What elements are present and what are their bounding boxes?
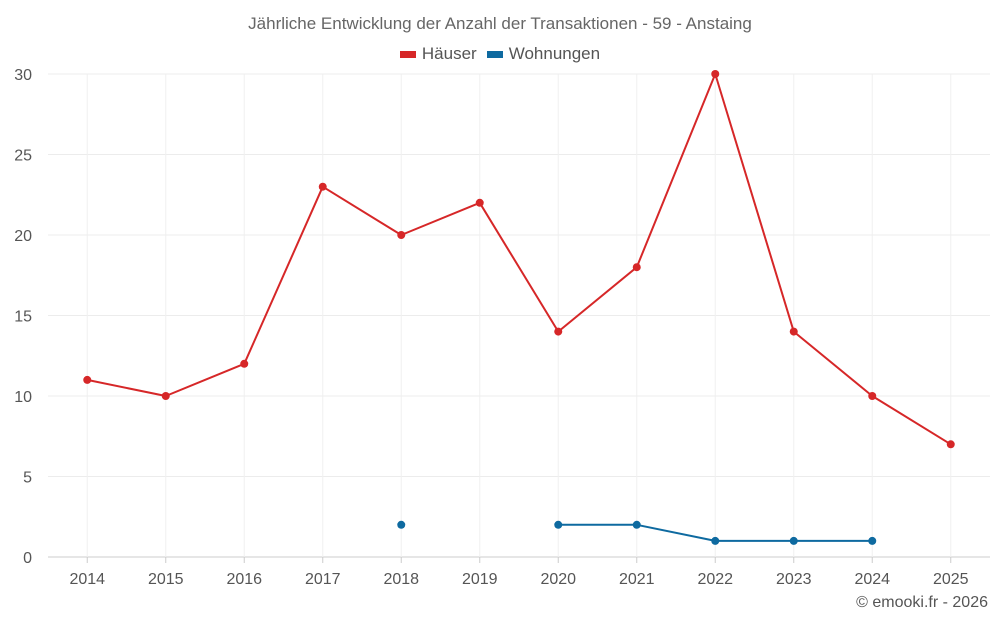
data-point-haeuser [475, 198, 484, 207]
data-point-haeuser [397, 231, 406, 239]
data-point-wohnungen [554, 520, 563, 529]
data-point-haeuser [161, 392, 170, 400]
data-point-haeuser [632, 263, 641, 272]
legend-label-wohnungen: Wohnungen [508, 44, 601, 63]
x-tick-label: 2017 [305, 571, 341, 588]
chart-title: Jährliche Entwicklung der Anzahl der Tra… [248, 14, 752, 33]
data-point-haeuser [240, 359, 249, 368]
data-point-haeuser [868, 392, 877, 400]
data-point-haeuser [946, 440, 955, 449]
data-point-haeuser [554, 327, 563, 336]
x-tick-label: 2016 [226, 571, 262, 588]
y-tick-label: 5 [23, 470, 32, 487]
data-point-haeuser [83, 375, 92, 384]
y-tick-label: 20 [14, 228, 32, 245]
legend: Häuser Wohnungen [0, 44, 1000, 64]
y-tick-label: 15 [14, 309, 32, 326]
legend-swatch-haeuser [399, 50, 416, 58]
data-point-haeuser [318, 182, 327, 191]
data-point-wohnungen [397, 520, 406, 529]
footer-credit: © emooki.fr - 2026 [856, 594, 988, 611]
legend-item-wohnungen[interactable]: Wohnungen [486, 44, 601, 64]
x-tick-label: 2019 [462, 571, 498, 588]
x-tick-label: 2021 [619, 571, 655, 588]
y-tick-label: 30 [14, 67, 32, 84]
legend-label-haeuser: Häuser [421, 44, 477, 63]
series-line-haeuser [87, 73, 952, 446]
data-point-wohnungen [789, 536, 798, 545]
x-tick-label: 2023 [776, 571, 812, 588]
y-tick-label: 25 [14, 148, 32, 165]
x-tick-label: 2014 [69, 571, 105, 588]
x-tick-label: 2018 [383, 571, 419, 588]
data-point-wohnungen [632, 520, 641, 529]
data-point-wohnungen [868, 536, 877, 545]
data-point-haeuser [711, 70, 720, 78]
legend-swatch-wohnungen [486, 50, 503, 58]
x-tick-label: 2024 [854, 571, 890, 588]
x-tick-label: 2025 [933, 571, 969, 588]
x-tick-label: 2020 [540, 571, 576, 588]
y-tick-label: 10 [14, 389, 32, 406]
legend-item-haeuser[interactable]: Häuser [399, 44, 477, 64]
x-tick-label: 2022 [697, 571, 733, 588]
y-tick-label: 0 [23, 550, 32, 567]
data-point-haeuser [789, 327, 798, 336]
data-point-wohnungen [711, 536, 720, 545]
x-tick-label: 2015 [148, 571, 184, 588]
